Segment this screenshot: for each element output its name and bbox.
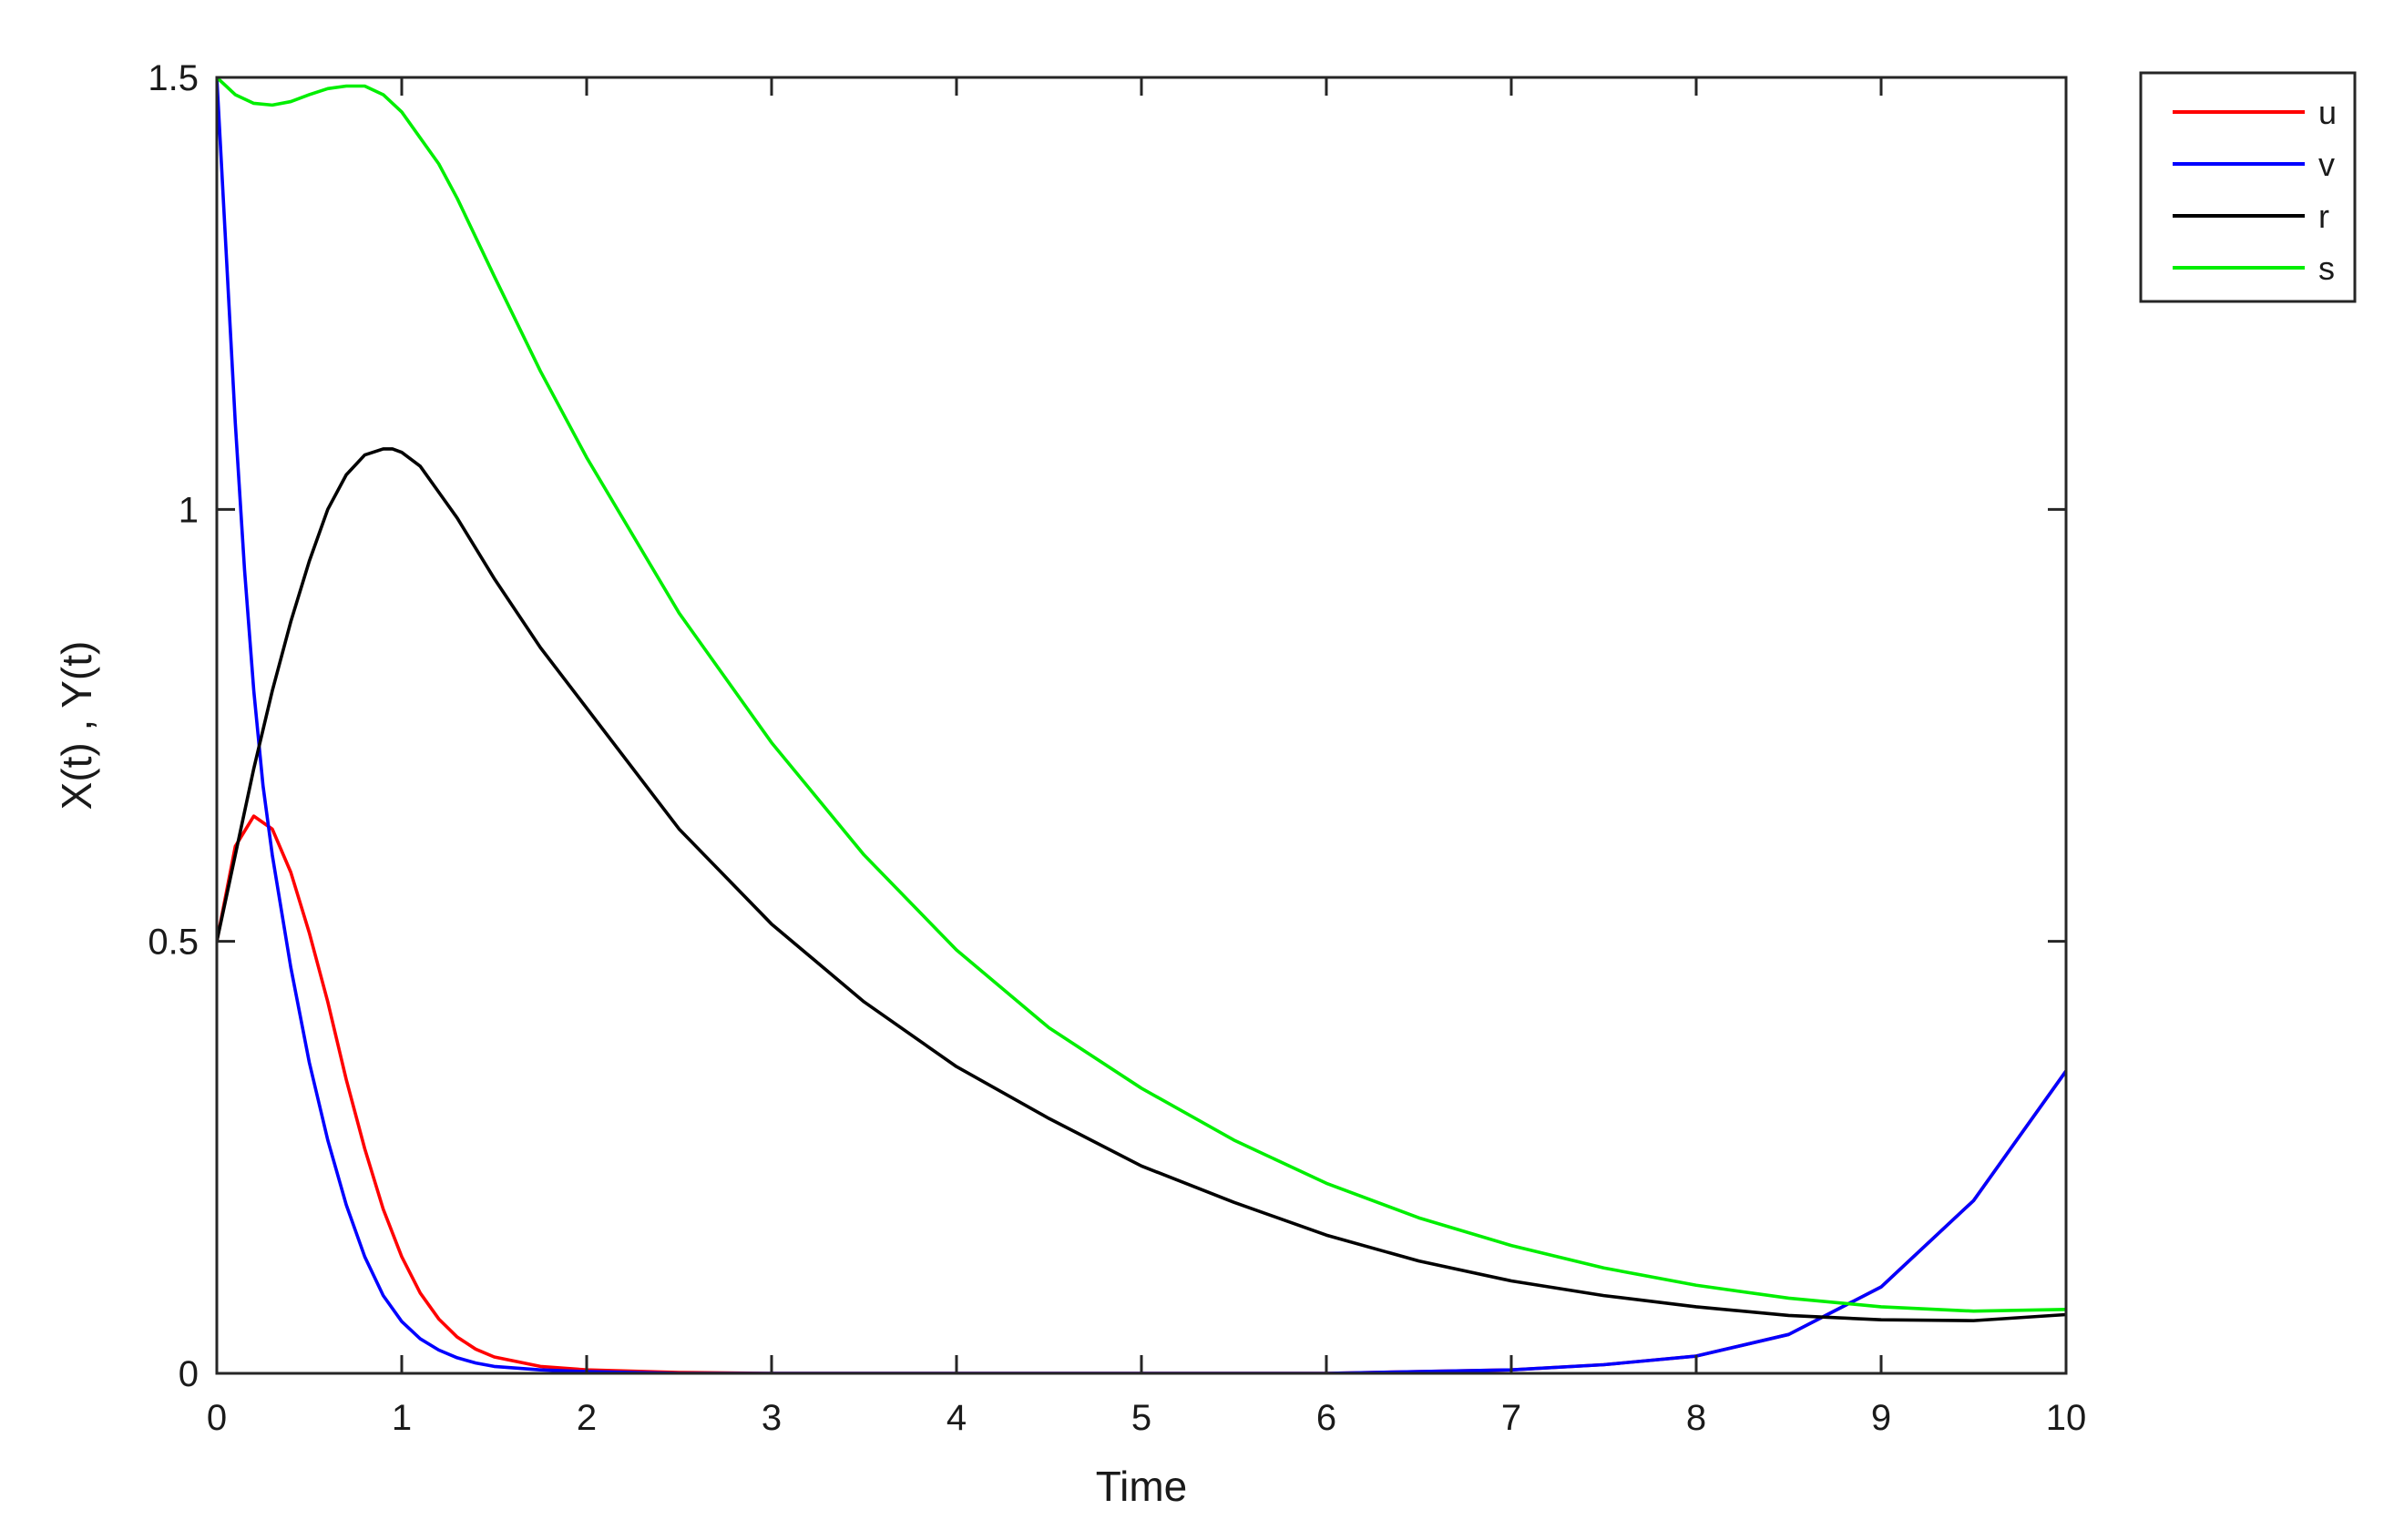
y-tick-label: 0.5 (148, 923, 199, 963)
series-line-r (217, 447, 2066, 1322)
legend-label-s: s (2318, 250, 2335, 287)
x-tick-label: 10 (2046, 1398, 2087, 1438)
legend-label-r: r (2318, 198, 2329, 235)
series-line-s (217, 77, 2066, 1313)
x-tick-label: 2 (577, 1398, 597, 1438)
legend-label-v: v (2318, 146, 2335, 183)
x-tick-label: 0 (207, 1398, 227, 1438)
x-tick-label: 1 (392, 1398, 412, 1438)
plot-area (217, 77, 2066, 1373)
x-axis-title: Time (1096, 1463, 1188, 1510)
y-axis-title: X(t) , Y(t) (53, 641, 100, 811)
axes: 0 1 2 3 4 5 6 7 8 9 10 0 0.5 1 1.5 (148, 58, 2086, 1438)
x-tick-label: 7 (1501, 1398, 1521, 1438)
x-tick-label: 3 (762, 1398, 782, 1438)
y-tick-label: 1 (179, 490, 199, 530)
x-tick-label: 8 (1686, 1398, 1706, 1438)
legend-label-u: u (2318, 94, 2337, 131)
x-tick-label: 4 (946, 1398, 967, 1438)
x-tick-label: 9 (1871, 1398, 1891, 1438)
y-tick-label: 1.5 (148, 58, 199, 98)
x-tick-label: 5 (1131, 1398, 1151, 1438)
y-tick-label: 0 (179, 1354, 199, 1394)
x-tick-label: 6 (1316, 1398, 1336, 1438)
series-line-v (217, 77, 2066, 1373)
